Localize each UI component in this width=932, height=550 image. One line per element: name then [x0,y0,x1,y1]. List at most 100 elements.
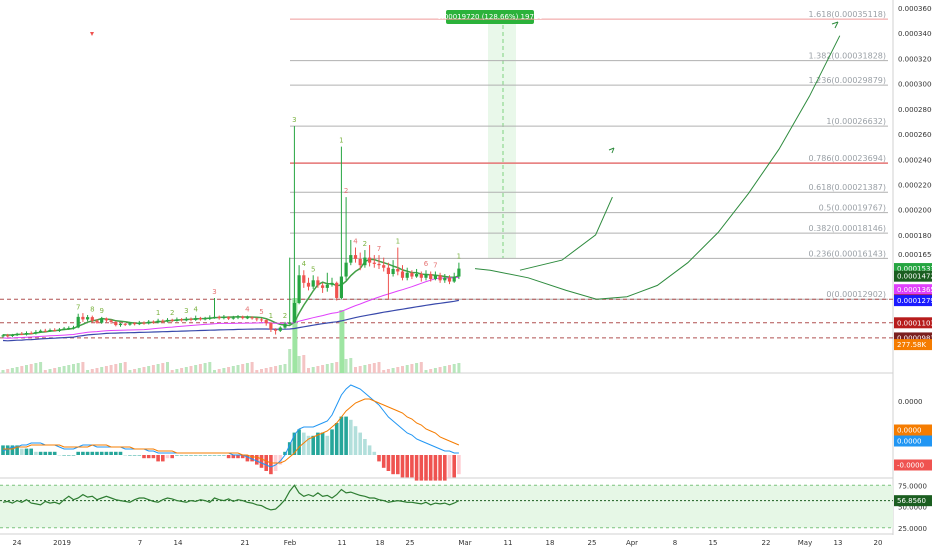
target-label-bg [446,10,534,24]
macd-tag-bg [894,424,932,436]
candle-body [259,319,264,321]
macd-histogram-bar [250,455,254,462]
volume-bar [189,366,193,373]
volume-bar [377,362,381,373]
td-count-label: 1 [156,309,160,317]
macd-histogram-bar [62,455,66,456]
candle-body [95,320,99,323]
fib-level-label: 1.236(0.00029879) [809,76,887,85]
candle-body [419,274,423,278]
volume-bar [405,365,409,373]
macd-tag-label: -0.0000 [897,462,924,470]
macd-histogram-bar [165,455,170,459]
volume-bar [231,366,235,373]
volume-bar [372,363,376,373]
volume-bar [25,365,28,373]
x-tick-label: 8 [673,539,677,547]
macd-histogram-bar [109,451,113,455]
volume-bar [415,363,419,373]
candle-body [170,319,174,321]
volume-bar [288,349,292,373]
macd-histogram-bar [330,429,334,455]
macd-histogram-bar [443,455,447,481]
candle-body [325,284,329,288]
candle-body [452,276,456,282]
macd-histogram-bar [151,455,156,459]
volume-bar [72,364,75,373]
candle-body [137,322,141,325]
candle-body [217,316,221,319]
price-tick-label: 0.00022000 [898,182,932,190]
volume-bar [452,364,456,373]
macd-histogram-bar [10,445,15,455]
candle-body [316,280,320,286]
x-tick-label: 18 [546,539,555,547]
price-tick-label: 0.00018000 [898,232,932,240]
price-tick-label: 0.00030000 [898,81,932,89]
candle-body [363,257,367,266]
macd-histogram-bar [20,448,24,455]
macd-histogram-bar [193,455,198,456]
candle-body [391,268,395,275]
candle-body [410,272,414,277]
volume-bar [316,366,320,373]
candle-body [302,275,306,283]
macd-histogram-bar [203,455,207,456]
volume-bar [128,370,132,373]
x-tick-label: 24 [13,539,22,547]
volume-bar [184,367,188,373]
td-count-label: 3 [212,288,216,296]
x-tick-label: May [798,539,812,547]
macd-histogram-bar [128,455,132,456]
candle-body [297,275,301,304]
price-tick-label: 0.00016500 [898,251,932,259]
macd-histogram-bar [381,455,386,468]
x-tick-label: 13 [834,539,843,547]
td-count-label: 1 [269,312,273,320]
macd-histogram-bar [278,455,283,465]
candle-body [269,323,273,330]
volume-bar [100,367,104,373]
fib-level-label: 0.5(0.00019767) [819,204,886,213]
macd-histogram-bar [452,455,456,478]
x-tick-label: 14 [174,539,183,547]
price-tag-label: 0.00013657 [897,286,932,294]
macd-histogram-bar [118,451,123,455]
volume-bar [15,367,19,373]
macd-histogram-bar [161,455,165,462]
macd-histogram-bar [146,455,151,459]
candle-body [292,303,296,323]
candle-body [278,327,282,331]
macd-histogram-bar [198,455,203,456]
candle-body [231,317,235,319]
candle-body [382,265,386,268]
td-count-label: 4 [353,238,358,246]
volume-bar [1,370,5,373]
candle-body [109,320,113,322]
volume-bar [264,368,268,373]
price-tick-label: 0.00032000 [898,55,932,63]
volume-bar [396,367,400,373]
price-tag-label: 0.00014728 [897,273,932,281]
td-count-label: 2 [363,240,367,248]
candle-body [208,317,212,319]
rsi-line [2,484,460,511]
volume-bar [410,364,414,373]
macd-histogram-bar [137,455,142,456]
volume-bar [401,366,404,373]
volume-bar [198,364,202,373]
candle-body [24,333,29,335]
macd-line [2,384,459,468]
x-tick-label: 11 [338,539,347,547]
volume-bar [274,366,278,373]
volume-bar [104,366,108,373]
volume-bar [194,365,198,373]
volume-bar [53,368,57,373]
price-tick-label: 0.00026000 [898,131,932,139]
macd-histogram-bar [405,455,409,478]
volume-bar [62,366,66,373]
price-tag-label: 277.58K [897,341,926,349]
ema-mid-line [2,276,459,339]
price-tag-bg [894,270,932,282]
volume-bar [170,370,174,373]
